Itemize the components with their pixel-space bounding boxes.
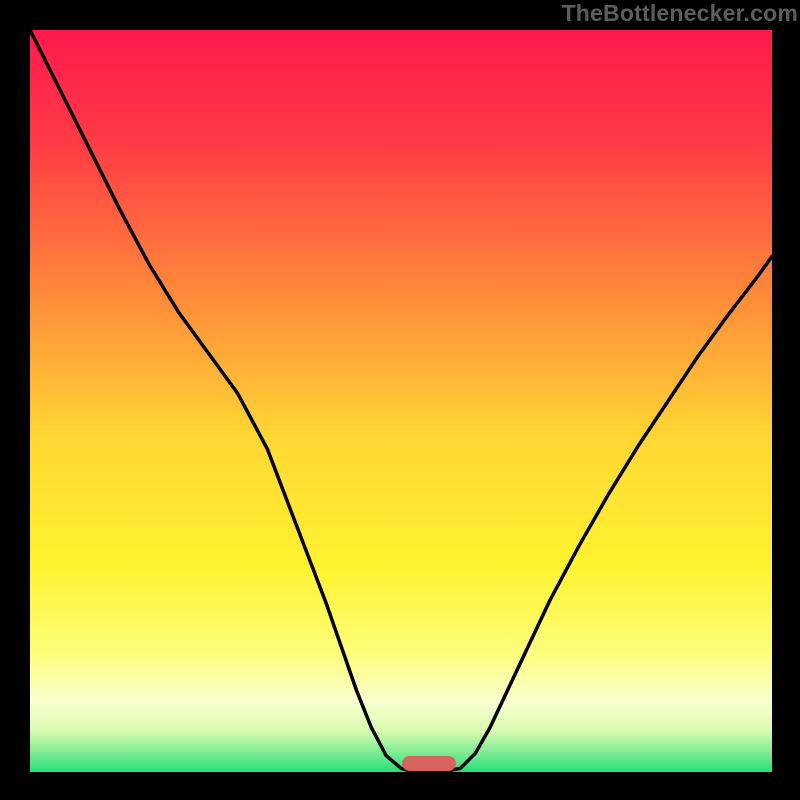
plot-area <box>30 30 772 772</box>
watermark-text: TheBottlenecker.com <box>562 0 798 27</box>
chart-frame: TheBottlenecker.com <box>0 0 800 800</box>
bottleneck-curve <box>30 30 772 772</box>
optimal-point-marker <box>402 756 455 771</box>
